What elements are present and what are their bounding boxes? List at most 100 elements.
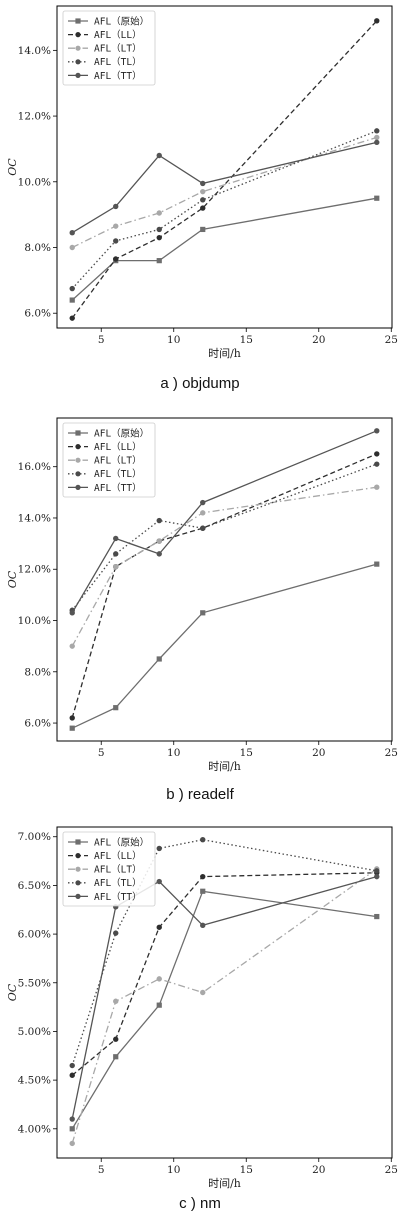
chart1-xtick-label: 20 <box>312 747 325 759</box>
chart2-legend-marker <box>75 853 81 859</box>
chart1-ytick-label: 8.0% <box>24 666 51 678</box>
chart0-point <box>156 258 162 264</box>
chart2-point <box>200 989 206 996</box>
chart0-legend-marker <box>75 45 81 51</box>
chart1-legend-marker <box>75 444 81 450</box>
chart1-point <box>69 643 75 649</box>
chart1-point <box>156 551 162 557</box>
chart1-point <box>69 610 75 616</box>
chart0-point <box>200 180 206 187</box>
chart1-xaxis-label: 时间/h <box>208 760 241 773</box>
chart2-point <box>374 913 380 920</box>
chart1-point <box>374 484 380 490</box>
chart0-point <box>113 238 119 244</box>
chart1-point <box>113 563 119 570</box>
chart0-legend-label: AFL（TL） <box>94 56 142 68</box>
chart2-legend-marker <box>75 866 81 872</box>
chart0-point <box>156 210 162 216</box>
chart0-xtick-label: 15 <box>240 334 253 346</box>
chart2-point <box>156 878 162 885</box>
chart1-legend-label: AFL（TL） <box>94 468 142 480</box>
chart2-ytick-label: 4.50% <box>18 1075 51 1087</box>
chart0-legend-marker <box>75 72 81 78</box>
chart2-point <box>374 868 380 874</box>
chart1-caption: b ) readelf <box>166 786 234 803</box>
chart1-point <box>200 510 206 516</box>
chart0-xaxis-label: 时间/h <box>208 347 241 360</box>
chart1-series-line-1 <box>71 453 378 719</box>
chart1-xtick-label: 25 <box>385 747 398 759</box>
chart0-legend-marker <box>75 18 81 24</box>
chart0-xtick-label: 10 <box>167 334 180 346</box>
chart2-plot-frame <box>56 826 393 1159</box>
chart0-point <box>69 297 75 303</box>
chart1-legend-label: AFL（LT） <box>94 455 142 467</box>
chart2-xtick-label: 15 <box>240 1164 253 1176</box>
chart1-point <box>374 561 380 567</box>
chart0-point <box>374 18 380 24</box>
chart0-series-line-4 <box>71 141 377 234</box>
chart1-legend-label: AFL（原始） <box>94 427 149 439</box>
chart1-legend-marker <box>75 471 81 477</box>
chart2-xtick-label: 20 <box>312 1164 325 1176</box>
chart2-legend-label: AFL（原始） <box>94 836 149 848</box>
chart1-xtick-label: 10 <box>167 747 180 759</box>
chart2-xtick-label: 25 <box>385 1164 398 1176</box>
chart2-legend-marker <box>75 839 81 845</box>
chart0-point <box>200 188 206 195</box>
chart2-point <box>113 930 119 936</box>
chart2-xtick-label: 5 <box>98 1164 105 1176</box>
chart1-point <box>374 461 380 467</box>
chart1-ytick-label: 10.0% <box>18 615 51 627</box>
chart1-point <box>200 525 206 531</box>
chart1-yaxis-label: OC <box>6 570 19 588</box>
chart1-series-line-3 <box>71 463 378 611</box>
chart2-point <box>374 873 380 880</box>
chart0-legend-label: AFL（TT） <box>94 70 142 82</box>
chart0-point <box>156 226 162 233</box>
chart2-point <box>156 924 162 930</box>
chart1-point <box>200 610 206 616</box>
chart1-point <box>156 517 162 524</box>
chart0-legend-marker <box>75 59 81 65</box>
chart2-legend-label: AFL（TL） <box>94 877 142 889</box>
chart2-point <box>200 888 206 894</box>
chart0-ytick-label: 10.0% <box>18 176 51 188</box>
chart1-point <box>69 715 75 721</box>
chart0-series-line-3 <box>71 130 378 290</box>
chart0-legend-label: AFL（LT） <box>94 43 142 55</box>
chart0-point <box>200 205 206 211</box>
chart2-point <box>69 1140 75 1147</box>
chart1-legend-label: AFL（TT） <box>94 482 142 494</box>
chart1-point <box>374 428 380 434</box>
chart2-legend-marker <box>75 880 81 886</box>
chart1-point <box>200 499 206 506</box>
chart1-series-line-0 <box>71 563 377 729</box>
chart0-caption: a ) objdump <box>160 375 239 392</box>
chart0-ytick-label: 14.0% <box>18 45 51 57</box>
chart2-point <box>69 1126 75 1132</box>
chart0-xtick-label: 20 <box>312 334 325 346</box>
chart0-point <box>113 203 119 210</box>
chart0-point <box>374 128 380 134</box>
chart1-legend-box <box>62 422 156 498</box>
chart2-xaxis-label: 时间/h <box>208 1177 241 1190</box>
chart-nm: 5 10 15 20 25 4.00% 4.50% 5.00% 5.50% 6.00% 6.50% 7… <box>0 810 400 1217</box>
chart2-point <box>200 836 206 843</box>
chart0-series-line-2 <box>71 136 377 249</box>
chart0-point <box>113 256 119 262</box>
chart1-point <box>113 705 119 711</box>
chart-readelf-svg: 5 10 15 20 25 6.0% 8.0% 10.0% 12.0% 14.0% 16.0% 时间/… <box>6 417 398 803</box>
chart-nm-svg: 5 10 15 20 25 4.00% 4.50% 5.00% 5.50% 6.00% 6.50% 7… <box>6 826 398 1212</box>
chart1-ytick-label: 6.0% <box>24 718 51 730</box>
chart2-point <box>69 1072 75 1078</box>
chart1-point <box>113 551 119 557</box>
chart0-ytick-label: 12.0% <box>18 111 51 123</box>
chart1-xtick-label: 5 <box>98 747 105 759</box>
chart2-series-line-4 <box>71 875 377 1120</box>
chart0-legend-label: AFL（LL） <box>94 29 142 41</box>
chart1-legend-marker <box>75 457 81 463</box>
chart2-point <box>156 1002 162 1008</box>
chart2-point <box>113 1036 119 1042</box>
chart2-xtick-label: 10 <box>167 1164 180 1176</box>
